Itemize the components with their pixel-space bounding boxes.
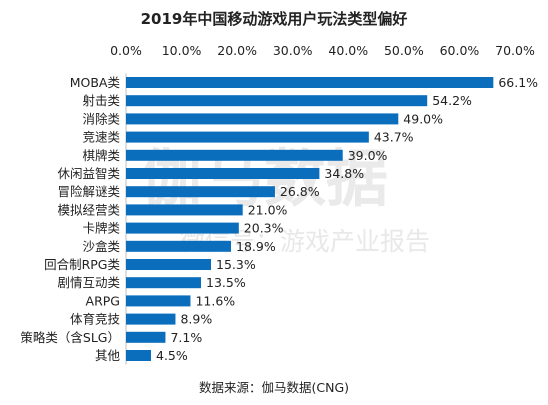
bar bbox=[126, 95, 428, 107]
data-label: 8.9% bbox=[180, 312, 212, 327]
data-label: 7.1% bbox=[170, 330, 202, 345]
category-label: 其他 bbox=[95, 348, 121, 363]
x-tick-label: 40.0% bbox=[328, 43, 368, 58]
category-label: 卡牌类 bbox=[82, 221, 120, 236]
bar bbox=[126, 113, 399, 125]
x-tick-label: 0.0% bbox=[110, 43, 142, 58]
category-label: 休闲益智类 bbox=[57, 166, 120, 181]
category-label: 剧情互动类 bbox=[57, 275, 120, 290]
category-label: 回合制RPG类 bbox=[44, 257, 120, 272]
bar bbox=[126, 350, 152, 361]
category-label: 沙盒类 bbox=[82, 239, 120, 254]
bars: MOBA类 66.1% 射击类 54.2% 消除类 49.0% 竞速类 43.7% 棋牌类 39.… bbox=[20, 75, 538, 363]
bar bbox=[126, 240, 232, 252]
data-label: 13.5% bbox=[206, 275, 246, 290]
category-label: 射击类 bbox=[82, 93, 120, 108]
data-label: 18.9% bbox=[236, 239, 276, 254]
bar bbox=[126, 131, 369, 143]
category-label: ARPG bbox=[86, 293, 120, 308]
data-label: 49.0% bbox=[403, 111, 443, 126]
source-note: 数据来源：伽马数据(CNG) bbox=[199, 380, 349, 395]
bar bbox=[126, 204, 243, 216]
data-label: 43.7% bbox=[374, 130, 414, 145]
bar bbox=[126, 77, 494, 88]
bar bbox=[126, 313, 176, 325]
data-label: 15.3% bbox=[216, 257, 256, 272]
x-tick-label: 10.0% bbox=[162, 43, 202, 58]
data-label: 26.8% bbox=[280, 184, 320, 199]
data-label: 39.0% bbox=[348, 148, 388, 163]
data-label: 54.2% bbox=[432, 93, 472, 108]
category-label: MOBA类 bbox=[70, 75, 121, 90]
category-label: 策略类（含SLG） bbox=[20, 330, 120, 345]
data-label: 66.1% bbox=[498, 75, 538, 90]
x-tick-label: 20.0% bbox=[217, 43, 257, 58]
x-tick-label: 30.0% bbox=[273, 43, 313, 58]
x-tick-label: 70.0% bbox=[495, 43, 535, 58]
bar bbox=[126, 149, 343, 161]
bar bbox=[126, 331, 166, 343]
data-label: 34.8% bbox=[324, 166, 364, 181]
category-label: 模拟经营类 bbox=[57, 202, 120, 217]
x-tick-label: 50.0% bbox=[384, 43, 424, 58]
category-label: 竞速类 bbox=[82, 130, 120, 145]
bar bbox=[126, 222, 239, 234]
data-label: 4.5% bbox=[156, 348, 188, 363]
bar bbox=[126, 168, 320, 179]
x-tick-label: 60.0% bbox=[440, 43, 480, 58]
data-label: 11.6% bbox=[195, 293, 235, 308]
chart-title: 2019年中国移动游戏用户玩法类型偏好 bbox=[141, 10, 408, 28]
x-axis-ticks: 0.0% 10.0% 20.0% 30.0% 40.0% 50.0% 60.0% 70.0% bbox=[110, 43, 535, 58]
bar bbox=[126, 277, 202, 289]
category-label: 棋牌类 bbox=[82, 148, 120, 163]
category-label: 体育竞技 bbox=[70, 312, 121, 327]
data-label: 21.0% bbox=[248, 202, 288, 217]
bar bbox=[126, 259, 212, 270]
category-label: 消除类 bbox=[82, 111, 120, 126]
bar bbox=[126, 295, 191, 307]
bar bbox=[126, 186, 275, 198]
category-label: 冒险解谜类 bbox=[57, 184, 120, 199]
data-label: 20.3% bbox=[244, 221, 284, 236]
